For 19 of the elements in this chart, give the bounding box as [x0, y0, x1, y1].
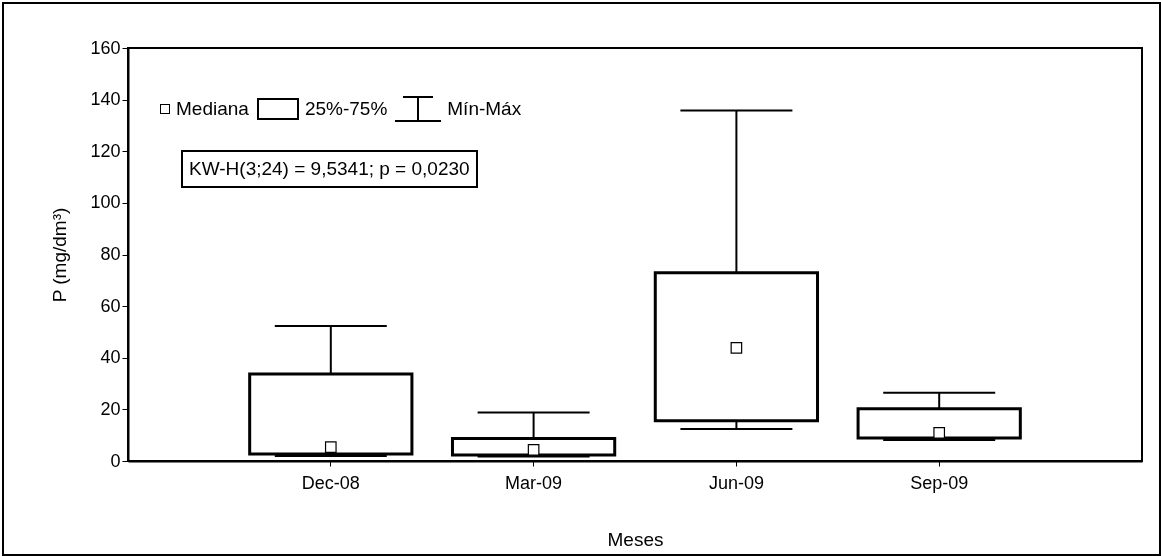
y-tick-label: 0: [110, 450, 121, 471]
x-tick-label: Jun-09: [708, 472, 764, 493]
x-tick-label: Mar-09: [505, 472, 563, 493]
y-tick-label: 120: [90, 140, 121, 161]
annotation: Mín-Máx: [447, 98, 522, 120]
y-tick-label: 60: [100, 295, 121, 316]
annotation: 25%-75%: [304, 98, 388, 120]
x-tick-label: Sep-09: [910, 472, 969, 493]
y-tick-label: 80: [100, 244, 121, 264]
x-axis-title: Meses: [607, 528, 664, 550]
y-tick-label: 140: [90, 89, 121, 110]
annotation: KW-H(3;24) = 9,5341; p = 0,0230: [181, 150, 478, 188]
y-tick-label: 160: [90, 37, 121, 58]
y-axis-title: P (mg/dm³): [49, 207, 71, 303]
y-tick-label: 40: [100, 347, 121, 368]
y-tick-label: 20: [100, 398, 121, 419]
annotation: Mediana: [176, 98, 249, 120]
x-tick-label: Dec-08: [301, 472, 360, 493]
y-tick-label: 100: [90, 192, 121, 213]
